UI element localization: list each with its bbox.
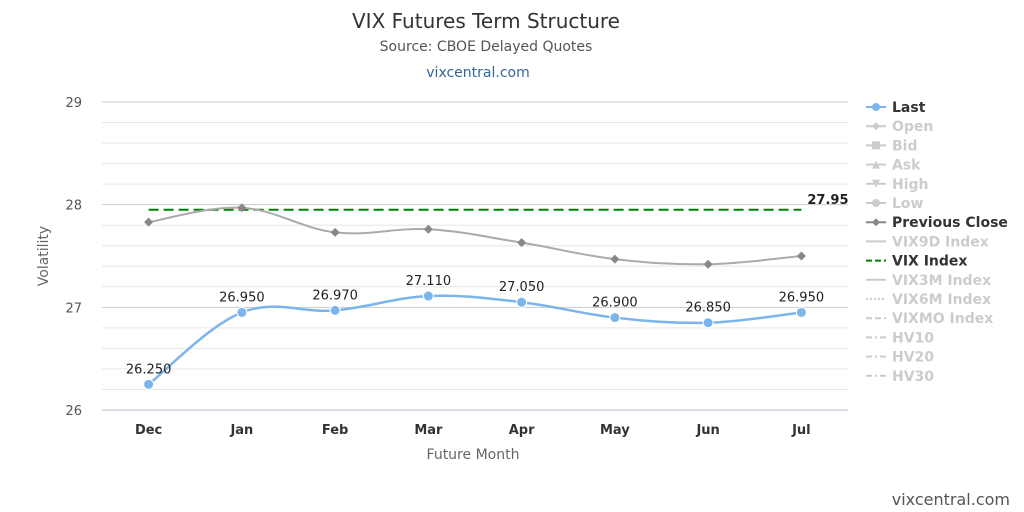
vix-index-label: 27.95 — [807, 193, 848, 208]
y-tick-label: 26 — [65, 404, 82, 419]
previous-close-point[interactable] — [517, 238, 527, 248]
previous-close-point[interactable] — [330, 227, 340, 237]
legend-marker — [872, 160, 880, 169]
legend-item-previous-close[interactable]: Previous Close — [866, 215, 1008, 231]
last-data-label: 26.250 — [126, 362, 172, 377]
legend-item-vix3m-index[interactable]: VIX3M Index — [866, 273, 991, 289]
grid — [102, 101, 848, 411]
last-data-label: 27.110 — [406, 274, 452, 289]
legend-label: Low — [892, 196, 924, 212]
y-tick-label: 27 — [65, 301, 82, 316]
legend-marker — [872, 199, 880, 207]
chart-title: VIX Futures Term Structure — [352, 9, 620, 33]
legend-item-hv30[interactable]: HV30 — [866, 369, 934, 385]
legend-label: VIX9D Index — [892, 234, 989, 250]
last-data-label: 26.950 — [779, 290, 825, 305]
legend-label: High — [892, 177, 929, 193]
previous-close-point[interactable] — [610, 254, 620, 264]
x-tick-label: Feb — [322, 423, 348, 438]
legend-item-ask[interactable]: Ask — [866, 158, 921, 174]
legend-marker — [872, 141, 880, 150]
legend-marker — [872, 218, 880, 227]
legend-item-low[interactable]: Low — [866, 196, 924, 212]
last-point[interactable] — [609, 312, 621, 324]
legend-item-hv10[interactable]: HV10 — [866, 330, 934, 346]
legend-label: VIX6M Index — [892, 292, 991, 308]
plot-series: 26.250 26.950 26.970 27.110 27.050 26.900 26.8… — [126, 203, 825, 390]
legend-label: Previous Close — [892, 215, 1008, 231]
x-tick-label: Jan — [229, 423, 253, 438]
legend-item-vix9d-index[interactable]: VIX9D Index — [866, 234, 989, 250]
y-tick-label: 29 — [65, 96, 82, 111]
legend-item-high[interactable]: High — [866, 177, 929, 193]
legend-label: Open — [892, 119, 933, 135]
previous-close-point[interactable] — [703, 259, 713, 269]
previous-close-point[interactable] — [144, 217, 154, 227]
previous-close-line[interactable] — [148, 206, 802, 266]
last-point[interactable] — [516, 296, 528, 308]
y-tick-label: 28 — [65, 199, 82, 214]
x-tick-label: May — [600, 423, 630, 438]
legend-item-hv20[interactable]: HV20 — [866, 350, 934, 366]
x-tick-label: Jul — [791, 423, 811, 438]
legend-label: HV30 — [892, 369, 934, 385]
last-point[interactable] — [795, 306, 807, 318]
legend-marker — [872, 103, 880, 111]
last-point[interactable] — [422, 290, 434, 302]
legend-item-vix6m-index[interactable]: VIX6M Index — [866, 292, 991, 308]
legend-item-vixmo-index[interactable]: VIXMO Index — [866, 311, 993, 327]
credit-text[interactable]: vixcentral.com — [892, 490, 1010, 509]
last-data-label: 26.970 — [312, 288, 358, 303]
legend-label: HV10 — [892, 330, 934, 346]
legend-item-vix-index[interactable]: VIX Index — [866, 254, 967, 270]
legend-label: VIX3M Index — [892, 273, 991, 289]
x-tick-label: Dec — [135, 423, 162, 438]
last-data-label: 27.050 — [499, 280, 545, 295]
legend-marker — [872, 122, 880, 131]
y-axis-title: Volatility — [36, 226, 52, 286]
last-data-label: 26.950 — [219, 290, 265, 305]
last-point[interactable] — [329, 304, 341, 316]
legend-item-last[interactable]: Last — [866, 100, 926, 116]
legend: Last Open Bid Ask High Low Previous Close VIX9D… — [866, 100, 1008, 385]
legend-label: Bid — [892, 138, 918, 154]
previous-close-point[interactable] — [423, 224, 433, 234]
x-axis-title: Future Month — [427, 447, 520, 463]
last-point[interactable] — [702, 317, 714, 329]
source-link[interactable]: vixcentral.com — [426, 65, 529, 81]
previous-close-point[interactable] — [796, 251, 806, 261]
x-tick-label: Mar — [414, 423, 443, 438]
last-point[interactable] — [236, 306, 248, 318]
last-data-label: 26.900 — [592, 296, 638, 311]
legend-label: VIX Index — [892, 254, 967, 270]
legend-label: VIXMO Index — [892, 311, 993, 327]
legend-item-open[interactable]: Open — [866, 119, 933, 135]
x-tick-label: Jun — [695, 423, 719, 438]
previous-close-point[interactable] — [237, 203, 247, 213]
x-axis: Dec Jan Feb Mar Apr May Jun Jul — [135, 423, 811, 438]
last-point[interactable] — [143, 378, 155, 390]
x-tick-label: Apr — [509, 423, 535, 438]
chart-subtitle: Source: CBOE Delayed Quotes — [380, 39, 593, 55]
legend-label: Ask — [892, 158, 921, 174]
y-axis: 26 27 28 29 — [65, 96, 82, 419]
legend-marker — [872, 179, 880, 188]
legend-item-bid[interactable]: Bid — [866, 138, 918, 154]
vix-index-series: 27.95 — [148, 193, 849, 211]
last-data-label: 26.850 — [685, 301, 731, 316]
legend-label: HV20 — [892, 350, 934, 366]
legend-label: Last — [892, 100, 926, 116]
